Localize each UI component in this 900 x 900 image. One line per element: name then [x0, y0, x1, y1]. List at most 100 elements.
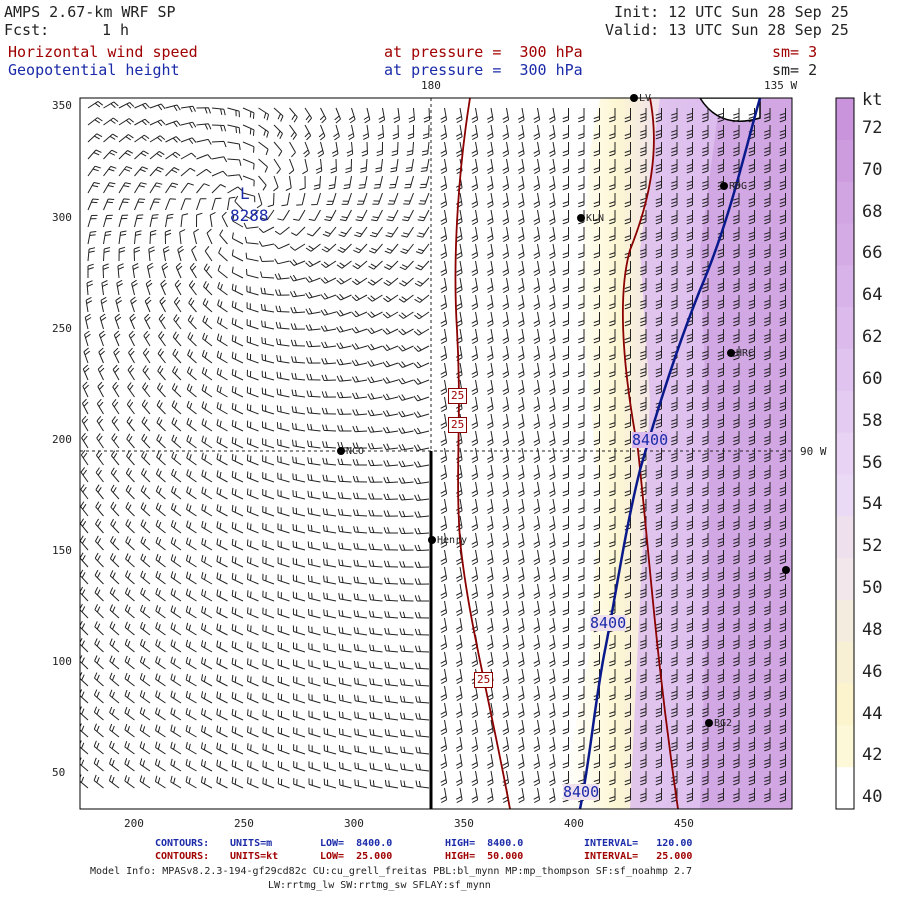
wind-barb	[414, 277, 430, 287]
wind-barb	[201, 435, 213, 449]
wind-barb	[548, 481, 556, 498]
wind-barb	[93, 740, 104, 755]
wind-barb	[717, 397, 724, 412]
wind-barb	[351, 375, 368, 383]
wind-barb	[624, 414, 631, 429]
wind-barb	[640, 533, 647, 548]
wind-barb	[336, 391, 352, 399]
wind-barb	[440, 566, 448, 583]
wind-barb	[293, 642, 306, 653]
wind-barb	[548, 583, 556, 600]
wind-barb	[261, 337, 275, 347]
wind-barb	[196, 138, 212, 145]
wind-barb	[227, 107, 240, 118]
wind-barb	[276, 405, 290, 415]
wind-barb	[170, 605, 182, 619]
wind-barb	[440, 226, 448, 243]
colorbar-segment	[836, 432, 854, 475]
wind-barb	[517, 464, 525, 481]
wind-barb	[354, 226, 368, 238]
wind-barb	[307, 558, 321, 568]
wind-barb	[180, 198, 192, 211]
wind-barb	[779, 584, 786, 599]
wind-barb	[686, 788, 693, 803]
wind-barb	[246, 539, 259, 551]
wind-barb	[764, 329, 771, 344]
wind-barb	[471, 481, 479, 498]
wind-barb	[262, 692, 275, 704]
wind-barb	[244, 209, 259, 219]
wind-barb	[686, 176, 693, 191]
wind-barb	[353, 627, 368, 636]
wind-barb	[346, 141, 354, 157]
field1-level: at pressure = 300 hPa	[384, 43, 583, 61]
wind-barb	[779, 108, 786, 123]
wind-barb	[93, 689, 104, 704]
wind-barb	[548, 770, 556, 787]
colorbar-label: 48	[862, 619, 883, 640]
wind-barb	[655, 159, 662, 174]
wind-barb	[291, 389, 306, 398]
wind-barb	[170, 656, 182, 670]
wind-barb	[216, 333, 228, 347]
colorbar-segment	[836, 683, 854, 726]
wind-barb	[185, 724, 197, 738]
footer-height-high: HIGH= 8400.0	[445, 838, 524, 849]
wind-barb	[243, 222, 259, 229]
y-tick-label: 350	[52, 99, 72, 112]
wind-barb	[399, 611, 414, 619]
wind-barb	[383, 543, 399, 551]
wind-barb	[440, 685, 448, 702]
wind-barb	[231, 402, 244, 415]
wind-barb	[177, 245, 184, 262]
wind-barb	[338, 694, 352, 704]
wind-barb	[277, 625, 290, 636]
wind-barb	[216, 572, 228, 585]
wind-barb	[87, 247, 96, 262]
wind-barb	[170, 571, 182, 585]
wind-barb	[593, 754, 600, 769]
wind-barb	[440, 753, 448, 770]
wind-barb	[655, 567, 662, 582]
wind-barb	[486, 634, 494, 651]
wind-barb	[655, 448, 662, 463]
wind-barb	[289, 274, 306, 282]
wind-barb	[307, 524, 321, 534]
wind-barb	[262, 726, 275, 738]
forecast-label: Fcst:	[4, 21, 50, 39]
wind-barb	[149, 198, 161, 211]
wind-barb	[502, 328, 510, 345]
wind-barb	[216, 555, 228, 568]
wind-barb	[748, 482, 755, 497]
wind-barb	[702, 737, 709, 752]
wind-barb	[640, 465, 647, 480]
wind-barb	[227, 158, 242, 166]
wind-barb	[323, 677, 337, 687]
wind-barb	[779, 142, 786, 157]
wind-barb	[125, 501, 135, 517]
wind-barb	[686, 414, 693, 429]
wind-barb	[578, 329, 585, 344]
wind-barb	[655, 312, 662, 327]
wind-barb	[261, 370, 275, 381]
wind-barb	[686, 295, 693, 310]
wind-barb	[345, 158, 352, 174]
wind-barb	[94, 638, 104, 653]
wind-barb	[131, 279, 138, 296]
wind-barb	[258, 141, 269, 156]
wind-barb	[292, 591, 306, 602]
wind-barb	[733, 771, 740, 786]
wind-barb	[93, 757, 104, 772]
wind-barb	[201, 674, 213, 687]
wind-barb	[170, 724, 182, 738]
wind-barb	[302, 158, 309, 175]
wind-barb	[764, 125, 771, 140]
wind-barb	[533, 583, 541, 600]
wind-barb	[548, 498, 556, 515]
wind-barb	[562, 737, 569, 752]
wind-barb	[533, 481, 541, 498]
wind-barb	[548, 617, 556, 634]
height-label-middle: 8400	[590, 614, 627, 632]
wind-barb	[367, 442, 383, 450]
wind-barb	[471, 600, 479, 617]
